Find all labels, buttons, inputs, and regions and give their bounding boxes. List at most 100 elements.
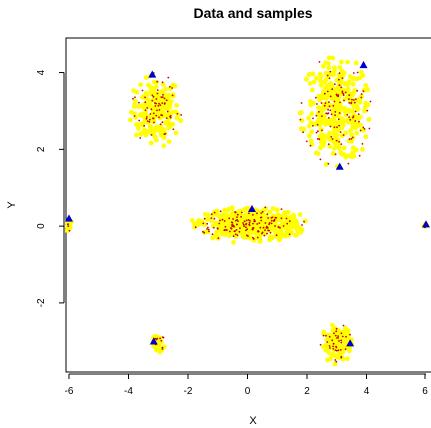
sample-point bbox=[233, 225, 235, 228]
sample-point bbox=[234, 233, 237, 236]
sample-point bbox=[312, 124, 314, 127]
data-point bbox=[323, 347, 329, 353]
data-point bbox=[354, 130, 360, 136]
data-point bbox=[233, 214, 239, 220]
data-point bbox=[363, 83, 369, 88]
sample-marker bbox=[149, 337, 158, 345]
sample-point bbox=[331, 138, 334, 140]
data-point bbox=[338, 343, 343, 349]
sample-point bbox=[356, 89, 359, 92]
data-point bbox=[178, 118, 184, 124]
data-point bbox=[154, 111, 159, 117]
sample-point bbox=[228, 217, 231, 220]
data-points bbox=[64, 55, 429, 367]
plot-frame bbox=[65, 37, 431, 373]
sample-point bbox=[353, 99, 355, 101]
y-axis: -2 0 2 4 bbox=[36, 69, 65, 307]
data-point bbox=[339, 59, 344, 65]
sample-point bbox=[366, 109, 369, 112]
x-tick-label: -2 bbox=[184, 386, 193, 397]
data-point bbox=[192, 224, 197, 230]
data-point bbox=[294, 231, 300, 237]
sample-point bbox=[355, 98, 357, 100]
data-point bbox=[158, 131, 164, 137]
sample-point bbox=[157, 105, 160, 107]
data-point bbox=[134, 132, 139, 138]
sample-point bbox=[211, 233, 214, 236]
sample-point bbox=[362, 90, 365, 92]
data-point bbox=[365, 102, 371, 108]
y-axis-label: Y bbox=[6, 201, 18, 209]
sample-point bbox=[221, 218, 224, 221]
sample-point bbox=[232, 235, 235, 238]
sample-point bbox=[358, 154, 361, 157]
data-point bbox=[321, 143, 326, 148]
sample-point bbox=[153, 121, 155, 124]
sample-point bbox=[323, 92, 326, 95]
sample-point bbox=[167, 76, 170, 79]
sample-point bbox=[150, 134, 153, 136]
sample-point bbox=[155, 98, 158, 100]
sample-point bbox=[288, 233, 291, 236]
sample-point bbox=[248, 223, 251, 226]
sample-point bbox=[327, 162, 330, 165]
sample-point bbox=[330, 136, 333, 138]
sample-point bbox=[159, 104, 162, 106]
sample-point bbox=[231, 224, 234, 226]
sample-marker bbox=[346, 339, 355, 347]
data-point bbox=[323, 162, 329, 167]
sample-point bbox=[176, 112, 179, 115]
data-point bbox=[157, 349, 163, 355]
sample-point bbox=[253, 218, 256, 221]
sample-point bbox=[341, 77, 344, 80]
sample-point bbox=[230, 221, 233, 224]
data-point bbox=[332, 135, 338, 140]
sample-point bbox=[158, 102, 160, 105]
sample-point bbox=[251, 228, 254, 231]
sample-point bbox=[156, 109, 158, 112]
data-point bbox=[229, 206, 235, 212]
sample-point bbox=[258, 222, 261, 225]
sample-point bbox=[144, 96, 146, 99]
sample-point bbox=[160, 96, 163, 98]
data-point bbox=[291, 222, 297, 227]
sample-point bbox=[344, 91, 347, 94]
sample-point bbox=[206, 228, 208, 230]
data-point bbox=[323, 342, 329, 348]
data-point bbox=[138, 82, 144, 88]
sample-point bbox=[237, 220, 239, 223]
data-point bbox=[205, 212, 211, 218]
data-point bbox=[348, 128, 353, 134]
sample-point bbox=[318, 138, 321, 141]
sample-point bbox=[361, 143, 364, 145]
data-point bbox=[167, 102, 173, 107]
data-point bbox=[330, 327, 336, 333]
data-point bbox=[343, 112, 349, 118]
data-point bbox=[153, 84, 159, 90]
data-point bbox=[338, 348, 344, 354]
sample-point bbox=[163, 102, 166, 105]
x-axis: -6 -4 -2 0 2 4 6 bbox=[65, 373, 428, 397]
sample-point bbox=[335, 139, 338, 142]
sample-point bbox=[249, 220, 251, 222]
data-point bbox=[319, 82, 324, 88]
sample-point bbox=[213, 217, 216, 220]
data-point bbox=[241, 213, 247, 219]
sample-point bbox=[203, 231, 206, 234]
sample-point bbox=[148, 121, 151, 123]
x-tick-label: -6 bbox=[65, 386, 74, 397]
data-point bbox=[140, 94, 146, 100]
sample-point bbox=[156, 80, 159, 83]
sample-point bbox=[240, 216, 243, 218]
sample-point bbox=[337, 337, 339, 339]
data-point bbox=[241, 207, 247, 213]
sample-point bbox=[260, 212, 263, 215]
sample-point bbox=[159, 123, 162, 126]
sample-point bbox=[161, 336, 164, 339]
sample-point bbox=[327, 108, 329, 111]
data-point bbox=[310, 71, 316, 77]
data-point bbox=[343, 343, 349, 349]
data-point bbox=[309, 111, 315, 117]
data-point bbox=[329, 352, 335, 358]
sample-point bbox=[233, 230, 236, 233]
